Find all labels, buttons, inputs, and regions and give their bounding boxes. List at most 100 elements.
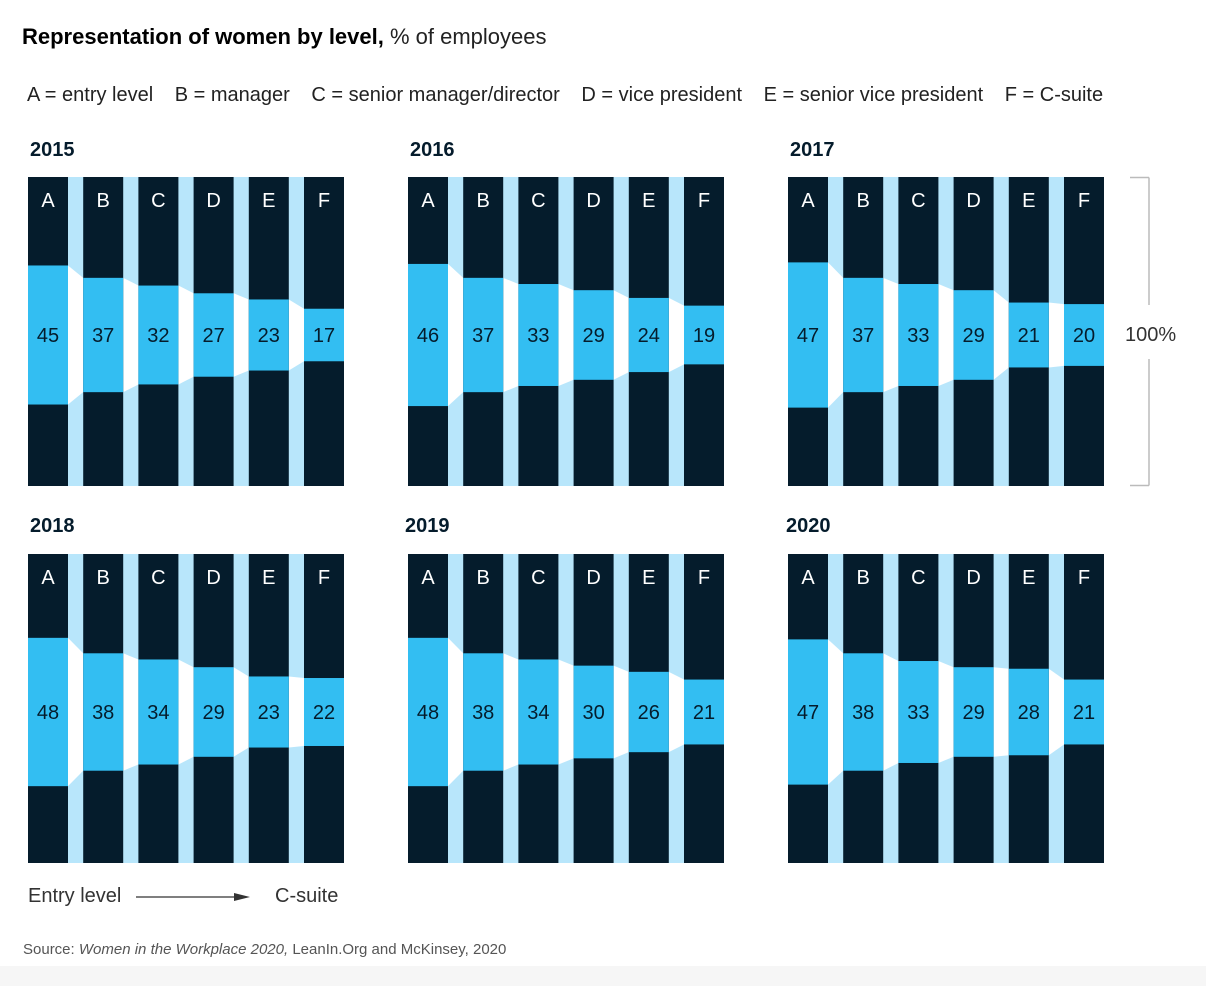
value-label: 33 xyxy=(527,325,549,347)
value-label: 21 xyxy=(1073,702,1095,724)
entry-level-label: Entry level xyxy=(28,885,122,907)
category-label: A xyxy=(41,567,55,589)
flow-connector xyxy=(68,637,84,787)
value-label: 37 xyxy=(852,325,874,347)
flow-connector xyxy=(233,293,249,377)
women-share-bar xyxy=(953,290,994,380)
panel-2018: A 48 B 38 C 34 D 29 E 23 F 22 xyxy=(28,554,344,863)
flow-connector xyxy=(448,263,464,407)
category-label: F xyxy=(318,567,330,589)
women-share-bar xyxy=(898,284,939,386)
flow-connector xyxy=(68,265,84,405)
value-label: 47 xyxy=(797,702,819,724)
legend-item-b: B = manager xyxy=(174,84,290,106)
category-label: E xyxy=(642,190,655,212)
flow-connector xyxy=(883,277,899,393)
source-prefix: Source: xyxy=(23,941,79,958)
flow-connector xyxy=(288,299,304,371)
flow-connector xyxy=(883,653,899,771)
women-share-bar xyxy=(408,637,448,787)
arrow-icon xyxy=(136,893,250,901)
flow-connector xyxy=(828,639,844,785)
footer-band xyxy=(0,966,1206,986)
flow-connector xyxy=(938,661,954,763)
women-share-bar xyxy=(248,299,289,371)
level-legend: A = entry level B = manager C = senior m… xyxy=(27,84,1119,107)
year-label-2018: 2018 xyxy=(30,515,75,537)
value-label: 30 xyxy=(582,702,604,724)
women-share-bar xyxy=(304,308,344,362)
value-label: 19 xyxy=(693,325,715,347)
flow-connector xyxy=(668,297,684,373)
value-label: 21 xyxy=(693,702,715,724)
panel-2016: A 46 B 37 C 33 D 29 E 24 F 19 xyxy=(408,177,724,486)
category-label: E xyxy=(1022,190,1035,212)
category-label: D xyxy=(206,567,220,589)
women-share-bar xyxy=(684,679,724,745)
category-label: C xyxy=(531,190,545,212)
value-label: 38 xyxy=(472,702,494,724)
flow-connector xyxy=(178,659,194,765)
women-share-bar xyxy=(28,265,68,405)
flow-connector xyxy=(233,667,249,757)
flow-connector xyxy=(123,653,139,771)
flow-connector xyxy=(178,285,194,385)
chart-title: Representation of women by level, % of e… xyxy=(22,24,547,50)
value-label: 37 xyxy=(472,325,494,347)
value-label: 29 xyxy=(202,702,224,724)
women-share-bar xyxy=(138,659,179,765)
value-label: 24 xyxy=(638,325,660,347)
category-label: D xyxy=(586,190,600,212)
category-label: F xyxy=(698,567,710,589)
value-label: 32 xyxy=(147,325,169,347)
year-label-2015: 2015 xyxy=(30,139,75,161)
women-share-bar xyxy=(518,659,559,765)
value-label: 48 xyxy=(417,702,439,724)
category-label: C xyxy=(531,567,545,589)
value-label: 22 xyxy=(313,702,335,724)
category-label: C xyxy=(151,567,165,589)
panel-2019: A 48 B 38 C 34 D 30 E 26 F 21 xyxy=(408,554,724,863)
category-label: A xyxy=(801,190,815,212)
value-label: 45 xyxy=(37,325,59,347)
value-label: 34 xyxy=(527,702,549,724)
value-label: 37 xyxy=(92,325,114,347)
category-label: E xyxy=(642,567,655,589)
flow-connector xyxy=(1048,668,1064,756)
category-label: B xyxy=(477,190,490,212)
value-label: 26 xyxy=(638,702,660,724)
category-label: A xyxy=(801,567,815,589)
value-label: 28 xyxy=(1018,702,1040,724)
women-share-bar xyxy=(1008,302,1049,368)
value-label: 33 xyxy=(907,325,929,347)
flow-connector xyxy=(993,290,1009,380)
flow-connector xyxy=(1048,302,1064,368)
women-share-bar xyxy=(843,277,884,393)
chart-title-bold: Representation of women by level, xyxy=(22,24,384,49)
women-share-bar xyxy=(953,667,994,757)
category-label: B xyxy=(857,567,870,589)
category-label: A xyxy=(421,190,435,212)
legend-item-c: C = senior manager/director xyxy=(311,84,560,106)
category-label: F xyxy=(698,190,710,212)
category-label: B xyxy=(97,190,110,212)
category-label: D xyxy=(966,190,980,212)
women-share-bar xyxy=(628,671,669,753)
women-share-bar xyxy=(788,639,828,785)
panel-2015: A 45 B 37 C 32 D 27 E 23 F 17 xyxy=(28,177,344,486)
value-label: 20 xyxy=(1073,325,1095,347)
value-label: 38 xyxy=(852,702,874,724)
category-label: E xyxy=(262,567,275,589)
category-label: A xyxy=(421,567,435,589)
year-label-2016: 2016 xyxy=(410,139,455,161)
value-label: 17 xyxy=(313,325,335,347)
category-label: F xyxy=(1078,190,1090,212)
source-note: Source: Women in the Workplace 2020, Lea… xyxy=(23,941,506,958)
value-label: 23 xyxy=(258,325,280,347)
legend-item-f: F = C-suite xyxy=(1004,84,1104,106)
year-label-2020: 2020 xyxy=(786,515,831,537)
women-share-bar xyxy=(138,285,179,385)
flow-connector xyxy=(503,653,519,771)
flow-connector xyxy=(668,671,684,753)
women-share-bar xyxy=(573,665,614,759)
